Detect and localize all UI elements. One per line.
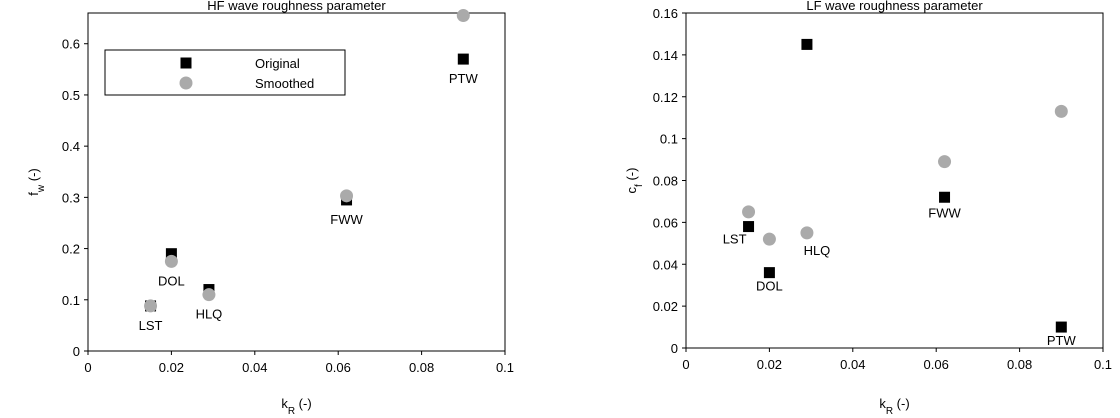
x-tick-label: 0.08 xyxy=(1007,357,1032,372)
x-tick-label: 0.02 xyxy=(757,357,782,372)
x-tick-label: 0.1 xyxy=(1094,357,1112,372)
y-tick-label: 0.3 xyxy=(62,190,80,205)
point-label: DOL xyxy=(158,273,185,288)
y-tick-label: 0.04 xyxy=(653,257,678,272)
y-tick-label: 0.5 xyxy=(62,88,80,103)
marker-circle xyxy=(800,226,814,240)
axis-label-base: k xyxy=(879,396,886,411)
axis-label-base: k xyxy=(281,396,288,411)
legend-label: Smoothed xyxy=(255,76,314,91)
y-tick-label: 0.14 xyxy=(653,48,678,63)
x-tick-label: 0.06 xyxy=(326,360,351,375)
marker-circle xyxy=(164,254,178,268)
point-label: LST xyxy=(139,318,163,333)
point-label: HLQ xyxy=(196,307,223,322)
chart-title: HF wave roughness parameter xyxy=(207,0,386,13)
axis-label-sub: f xyxy=(634,184,645,187)
axis-label-base: c xyxy=(624,186,639,193)
y-tick-label: 0.02 xyxy=(653,299,678,314)
marker-square xyxy=(743,221,755,233)
x-tick-label: 0.08 xyxy=(409,360,434,375)
point-label: FWW xyxy=(330,212,363,227)
y-tick-label: 0 xyxy=(73,344,80,359)
y-tick-label: 0.08 xyxy=(653,174,678,189)
axis-label: kR (-) xyxy=(281,396,311,417)
marker-circle xyxy=(938,155,952,169)
point-label: HLQ xyxy=(804,243,831,258)
axis-label-rest: (-) xyxy=(26,168,41,185)
axis-label-rest: (-) xyxy=(893,396,910,411)
marker-square xyxy=(165,248,177,260)
marker-square xyxy=(1055,321,1067,333)
marker-circle xyxy=(456,9,470,23)
marker-square xyxy=(180,57,192,69)
y-tick-label: 0.4 xyxy=(62,139,80,154)
point-label: DOL xyxy=(756,279,783,294)
y-tick-label: 0 xyxy=(671,341,678,356)
axis-label: fw (-) xyxy=(26,168,47,195)
y-tick-label: 0.6 xyxy=(62,37,80,52)
axis-label-base: f xyxy=(26,192,41,196)
x-tick-label: 0.04 xyxy=(242,360,267,375)
y-tick-label: 0.12 xyxy=(653,90,678,105)
y-tick-label: 0.2 xyxy=(62,242,80,257)
axis-label: cf (-) xyxy=(624,168,645,194)
x-tick-label: 0.1 xyxy=(496,360,514,375)
y-tick-label: 0.1 xyxy=(660,132,678,147)
marker-circle xyxy=(179,76,193,90)
axis-label-sub: R xyxy=(288,406,295,417)
marker-circle xyxy=(202,288,216,302)
legend-box xyxy=(104,49,346,96)
y-tick-label: 0.16 xyxy=(653,6,678,21)
marker-circle xyxy=(742,205,756,219)
plot-frame xyxy=(87,12,506,352)
plot-frame xyxy=(685,12,1104,349)
axis-label: kR (-) xyxy=(879,396,909,417)
y-tick-label: 0.06 xyxy=(653,215,678,230)
marker-circle xyxy=(762,232,776,246)
point-label: LST xyxy=(723,232,747,247)
x-tick-label: 0 xyxy=(682,357,689,372)
legend-label: Original xyxy=(255,56,300,71)
marker-square xyxy=(763,267,775,279)
marker-square xyxy=(939,191,951,203)
chart-title: LF wave roughness parameter xyxy=(806,0,983,13)
x-tick-label: 0.06 xyxy=(924,357,949,372)
x-tick-label: 0.02 xyxy=(159,360,184,375)
marker-circle xyxy=(1054,104,1068,118)
axis-label-rest: (-) xyxy=(624,168,639,185)
axis-label-sub: w xyxy=(36,184,47,193)
axis-label-sub: R xyxy=(886,406,893,417)
point-label: PTW xyxy=(1047,333,1077,348)
marker-square xyxy=(801,38,813,50)
marker-circle xyxy=(340,189,354,203)
point-label: PTW xyxy=(449,71,479,86)
x-tick-label: 0 xyxy=(84,360,91,375)
axis-label-rest: (-) xyxy=(295,396,312,411)
marker-square xyxy=(457,53,469,65)
x-tick-label: 0.04 xyxy=(840,357,865,372)
y-tick-label: 0.1 xyxy=(62,293,80,308)
marker-circle xyxy=(144,299,158,313)
point-label: FWW xyxy=(928,205,961,220)
